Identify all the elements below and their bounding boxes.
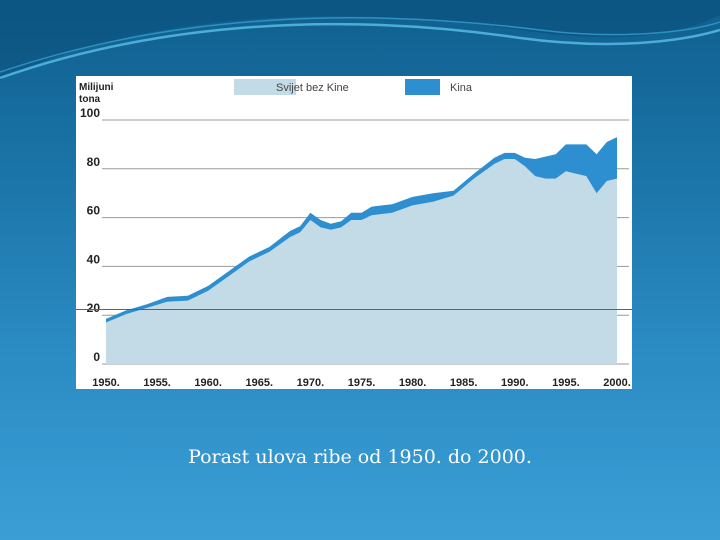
fish-catch-chart: 100 80 60 40 20 0 1950. 1955. 1960. 1965. 1970. 197… xyxy=(79,79,631,389)
legend: Svijet bez Kine Kina xyxy=(234,79,473,95)
y-tick-label: 0 xyxy=(93,350,100,364)
legend-swatch-kina xyxy=(405,79,440,95)
x-tick-label: 1975. xyxy=(348,377,376,389)
y-tick-label: 20 xyxy=(87,301,101,315)
y-tick-label: 80 xyxy=(87,155,101,169)
decorative-line xyxy=(76,309,632,310)
area-layer xyxy=(106,137,617,364)
slide-caption: Porast ulova ribe od 1950. do 2000. xyxy=(188,446,532,468)
background-swoosh xyxy=(0,0,720,80)
legend-label-kina: Kina xyxy=(450,82,473,94)
x-tick-label: 2000. xyxy=(603,377,631,389)
y-tick-label: 40 xyxy=(87,252,101,266)
x-tick-label: 1965. xyxy=(246,377,274,389)
x-tick-label: 1955. xyxy=(143,377,171,389)
y-tick-label: 100 xyxy=(80,106,100,120)
x-tick-label: 1980. xyxy=(399,377,427,389)
x-tick-label: 1960. xyxy=(194,377,222,389)
series-svijet-bez-kine-area xyxy=(106,159,617,364)
y-tick-label: 60 xyxy=(87,204,101,218)
x-tick-label: 1985. xyxy=(450,377,478,389)
chart-panel: 100 80 60 40 20 0 1950. 1955. 1960. 1965. 1970. 197… xyxy=(76,76,632,389)
legend-label-svijet: Svijet bez Kine xyxy=(276,82,349,94)
series-kina-area xyxy=(106,137,617,323)
x-tick-label: 1995. xyxy=(552,377,580,389)
legend-swatch-svijet xyxy=(234,79,296,95)
axis-layer: 100 80 60 40 20 0 1950. 1955. 1960. 1965. 1970. 197… xyxy=(80,106,631,389)
x-tick-label: 1970. xyxy=(297,377,325,389)
x-tick-label: 1990. xyxy=(501,377,529,389)
x-tick-label: 1950. xyxy=(92,377,120,389)
y-axis-label: Milijuni tona xyxy=(79,82,116,105)
